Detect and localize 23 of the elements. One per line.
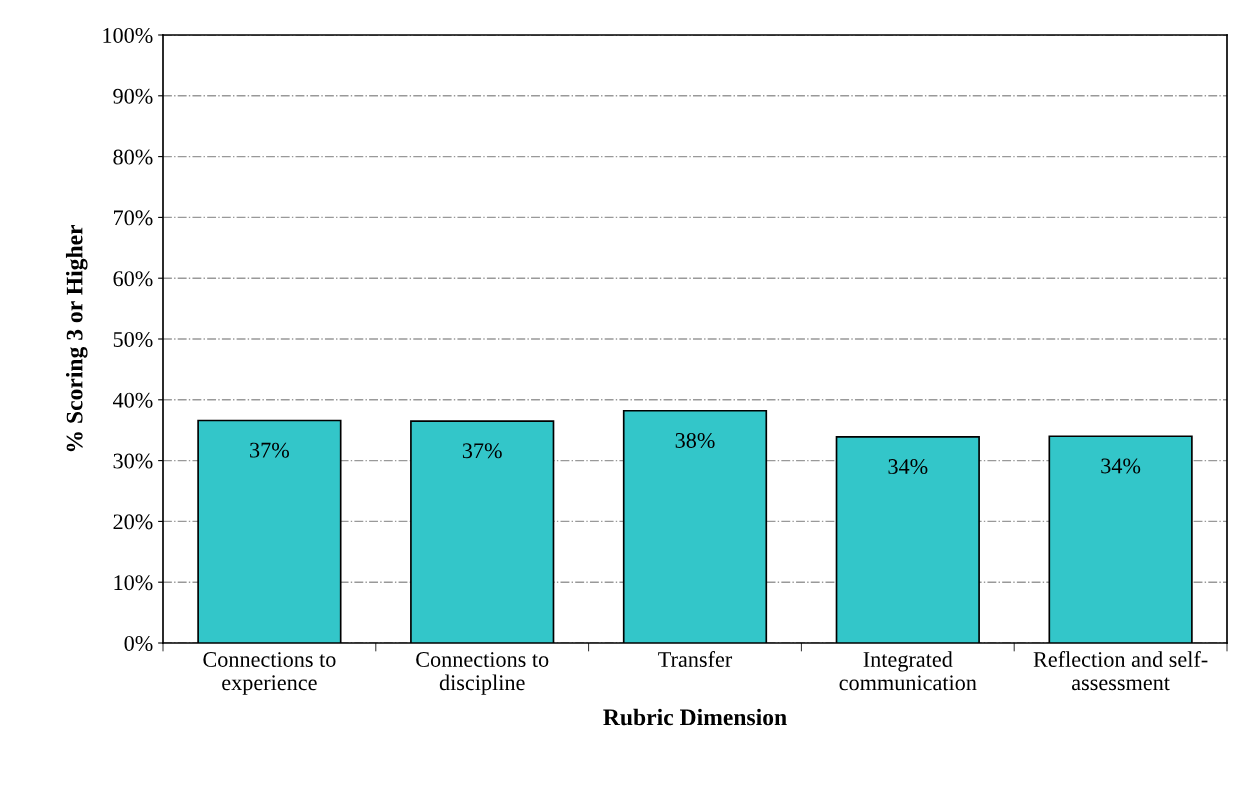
x-tick-label: Connections to discipline — [416, 652, 549, 695]
y-tick-label: 20% — [113, 514, 153, 530]
y-tick-label: 10% — [114, 575, 153, 591]
data-label: 37% — [250, 442, 290, 458]
y-tick-label: 80% — [113, 149, 153, 165]
x-axis-title: Rubric Dimension — [603, 708, 787, 726]
data-label: 34% — [1101, 458, 1141, 474]
x-tick-label: Connections to experience — [203, 652, 336, 695]
x-tick-label: Transfer — [658, 651, 733, 667]
y-tick-label: 0% — [124, 635, 153, 651]
y-tick-label: 60% — [113, 271, 153, 287]
y-tick-label: 40% — [112, 392, 153, 408]
y-tick-label: 70% — [114, 210, 153, 226]
x-tick-label: Reflection and self- assessment — [1033, 651, 1208, 691]
data-label: 34% — [888, 459, 928, 475]
y-tick-label: 50% — [113, 331, 153, 347]
x-tick-label: Integrated communication — [839, 651, 977, 691]
y-tick-label: 100% — [103, 27, 153, 43]
y-tick-label: 90% — [113, 88, 153, 104]
y-tick-label: 30% — [113, 453, 153, 469]
y-axis-title: % Scoring 3 or Higher — [65, 224, 88, 452]
data-label: 37% — [462, 443, 502, 459]
data-label: 38% — [675, 432, 715, 448]
